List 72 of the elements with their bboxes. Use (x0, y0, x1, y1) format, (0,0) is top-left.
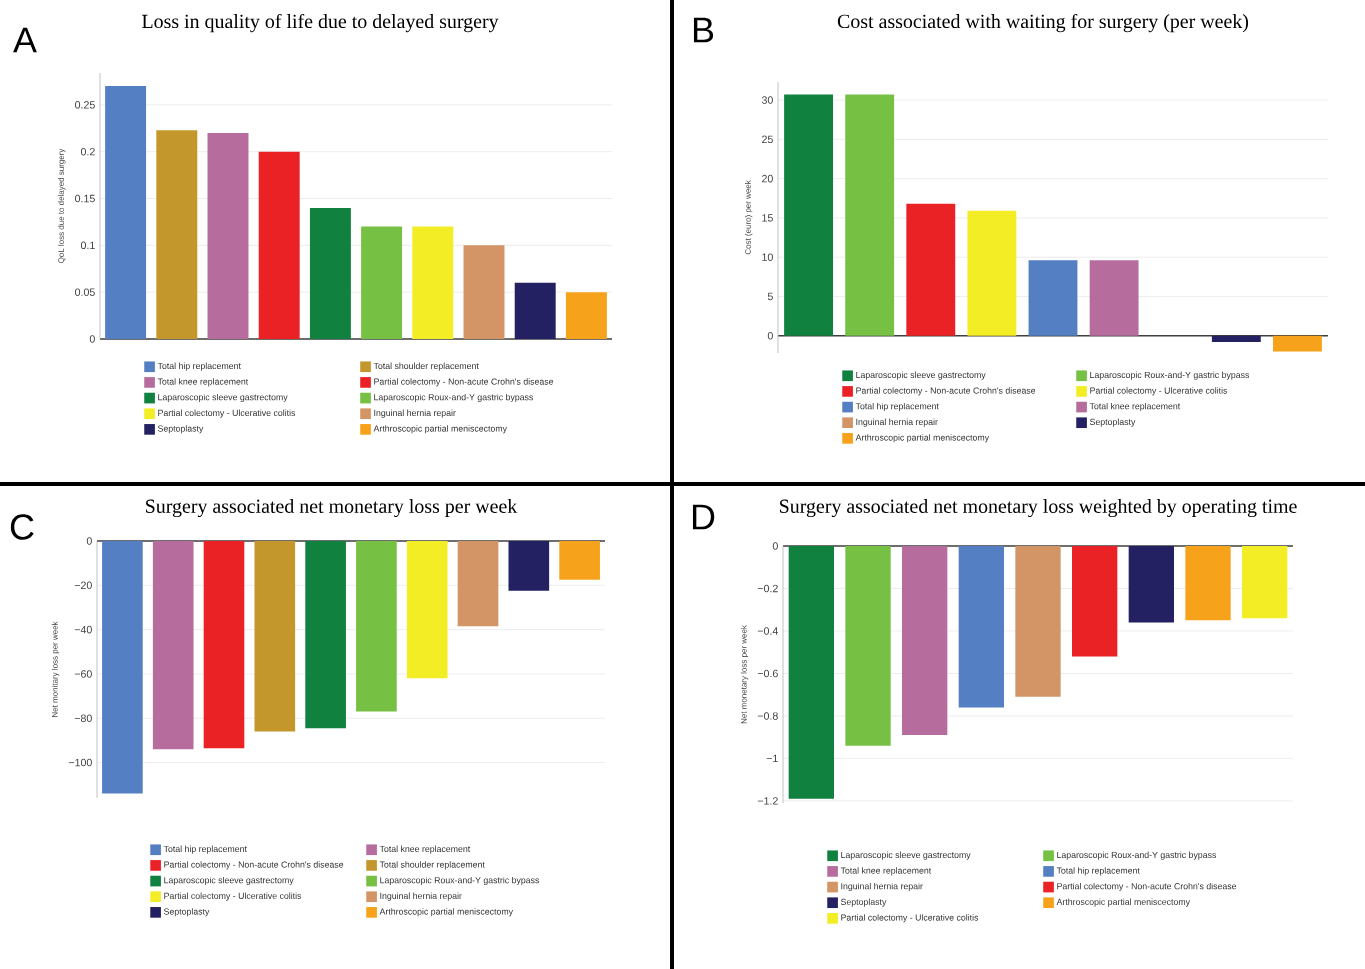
legend-label: Septoplasty (1089, 418, 1136, 427)
legend-label: Total hip replacement (157, 362, 241, 371)
y-tick-label: −0.6 (757, 669, 778, 678)
text: C (10, 514, 34, 540)
text: A (13, 27, 37, 53)
legend-label: Inguinal hernia repair (374, 409, 456, 418)
legend-label: Laparoscopic sleeve gastrectomy (841, 851, 971, 860)
legend-label: Septoplasty (163, 908, 210, 917)
legend-label: Total hip replacement (855, 402, 939, 412)
y-tick-label: 0.2 (80, 147, 95, 156)
legend-label: Arthroscopic partial meniscectomy (373, 425, 508, 434)
y-tick-label: −1 (766, 754, 778, 763)
y-tick-label: 0 (772, 542, 778, 550)
y-tick-label: −0.8 (757, 712, 778, 720)
y-tick-label: −0.4 (757, 627, 779, 635)
y-tick-label: −60 (74, 670, 92, 678)
y-tick-label: 25 (762, 135, 773, 144)
y-tick-label: −20 (74, 581, 92, 590)
legend-label: Laparoscopic Roux-and-Y gastric bypass (380, 876, 540, 886)
legend-label: Total knee replacement (379, 845, 471, 854)
legend-label: Arthroscopic partial meniscectomy (379, 908, 514, 917)
legend-label: Partial colectomy - Ulcerative colitis (164, 892, 302, 901)
y-tick-label: 0.1 (80, 241, 95, 250)
y-tick-label: 5 (767, 292, 773, 301)
chart-title: Loss in quality of life due to delayed surgery (142, 13, 499, 33)
y-tick-label: 0.15 (75, 194, 95, 203)
legend-label: Inguinal hernia repair (841, 882, 923, 892)
y-tick-label: −0.2 (757, 584, 778, 593)
y-tick-label: −100 (68, 758, 92, 767)
legend-label: Partial colectomy - Non-acute Crohn's disease (1057, 882, 1237, 892)
legend-label: Total hip replacement (163, 845, 247, 854)
y-tick-label: 15 (762, 214, 773, 222)
y-tick-label: −80 (74, 714, 92, 723)
text: D (692, 504, 715, 530)
y-tick-label: 0 (767, 331, 773, 340)
legend-label: Partial colectomy - Ulcerative colitis (841, 914, 979, 923)
y-tick-label: −1.2 (757, 797, 778, 805)
legend-label: Partial colectomy - Non-acute Crohn's disease (856, 387, 1036, 396)
legend-label: Laparoscopic sleeve gastrectomy (158, 393, 288, 403)
y-tick-label: 0 (86, 537, 92, 545)
chart-title: Surgery associated net monetary loss per week (146, 498, 518, 518)
legend-label: Laparoscopic Roux-and-Y gastric bypass (1057, 851, 1217, 860)
y-tick-label: −40 (74, 625, 92, 634)
legend-label: Arthroscopic partial meniscectomy (1056, 898, 1191, 907)
legend-label: Inguinal hernia repair (380, 892, 462, 901)
text: B (693, 17, 714, 43)
legend-label: Total hip replacement (1056, 867, 1140, 876)
y-tick-label: 30 (761, 96, 773, 104)
legend-label: Total knee replacement (157, 378, 249, 387)
legend-label: Partial colectomy - Non-acute Crohn's disease (164, 861, 344, 870)
legend-label: Laparoscopic sleeve gastrectomy (856, 371, 986, 380)
legend-label: Total knee replacement (1089, 402, 1181, 412)
chart-title: Surgery associated net monetary loss weighted by operating time (780, 498, 1297, 518)
legend-label: Partial colectomy - Non-acute Crohn's disease (374, 378, 554, 387)
legend-label: Total shoulder replacement (379, 861, 485, 870)
legend-label: Inguinal hernia repair (856, 418, 938, 427)
legend-label: Laparoscopic sleeve gastrectomy (164, 876, 294, 886)
legend-label: Arthroscopic partial meniscectomy (855, 434, 990, 443)
y-tick-label: 0.25 (75, 101, 95, 109)
y-tick-label: 0 (89, 335, 95, 343)
y-tick-label: 0.05 (75, 288, 95, 296)
legend-label: Total knee replacement (840, 867, 932, 876)
legend-label: Laparoscopic Roux-and-Y gastric bypass (1090, 371, 1250, 380)
y-tick-label: 10 (762, 253, 773, 261)
chart-title: Cost associated with waiting for surgery (per week) (837, 13, 1249, 33)
legend-label: Partial colectomy - Ulcerative colitis (158, 409, 296, 418)
legend-label: Septoplasty (157, 425, 204, 434)
y-tick-label: 20 (762, 174, 773, 183)
legend-label: Total shoulder replacement (373, 362, 479, 371)
legend-label: Partial colectomy - Ulcerative colitis (1090, 387, 1228, 396)
legend-label: Septoplasty (840, 898, 887, 907)
legend-label: Laparoscopic Roux-and-Y gastric bypass (374, 393, 534, 403)
